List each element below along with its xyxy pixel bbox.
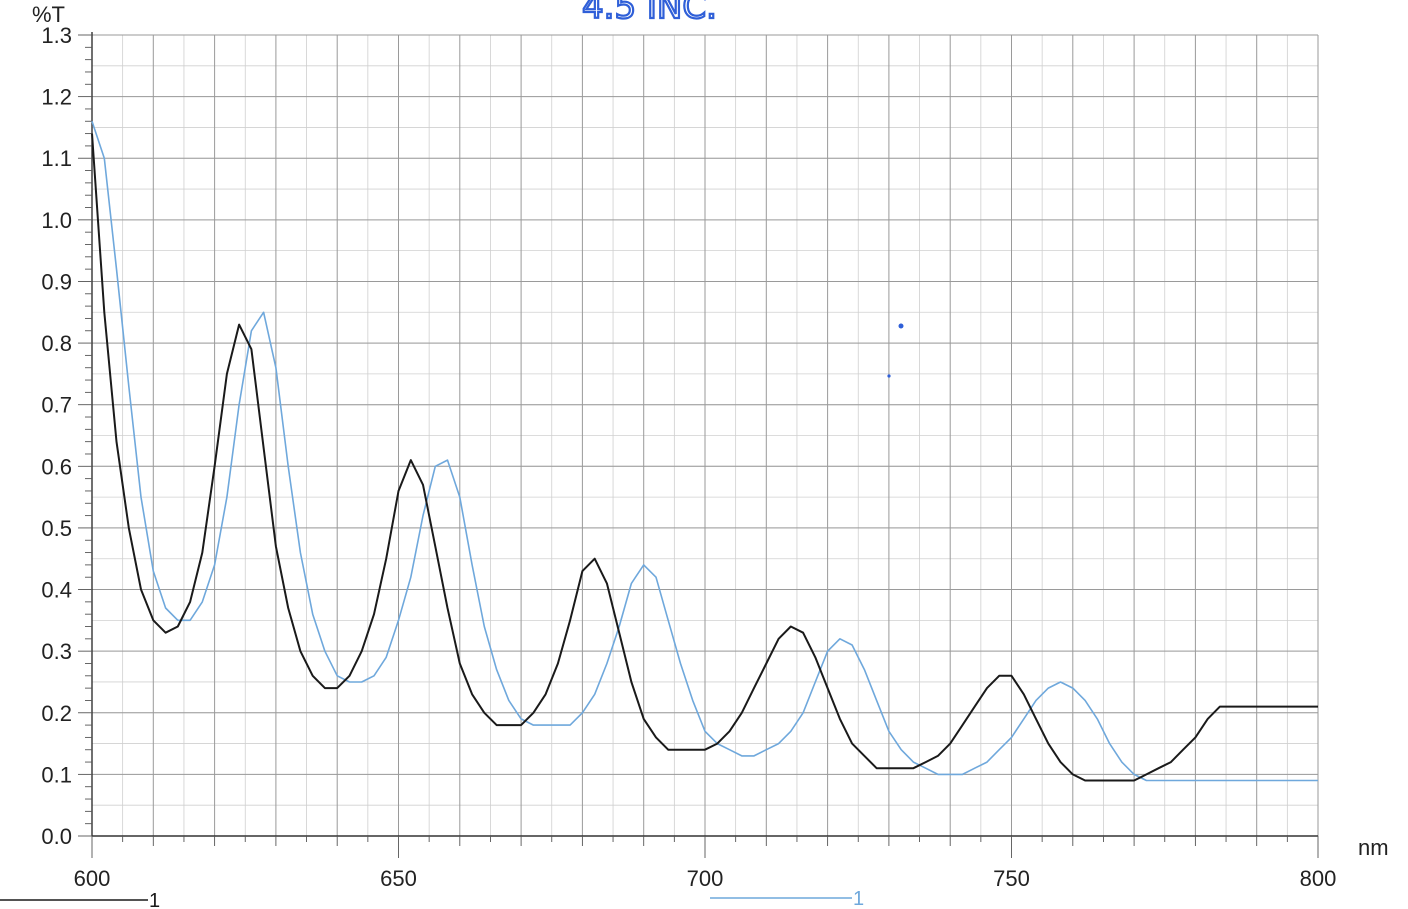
x-axis-unit: nm bbox=[1358, 835, 1389, 860]
x-tick-label: 600 bbox=[74, 866, 111, 891]
legend-label-series-2: 1 bbox=[853, 888, 864, 909]
ink-speck bbox=[898, 323, 904, 329]
tick-labels: 0.0 0.1 0.2 0.3 0.4 0.5 0.6 0.7 0.8 0.9 1.0 1.1 1.2 1… bbox=[41, 23, 1336, 891]
y-tick-label: 0.9 bbox=[41, 269, 72, 294]
x-tick-label: 800 bbox=[1300, 866, 1337, 891]
x-tick-label: 650 bbox=[380, 866, 417, 891]
y-tick-label: 1.2 bbox=[41, 85, 72, 110]
y-tick-label: 0.7 bbox=[41, 393, 72, 418]
handwritten-note: 4.5 INC. bbox=[582, 0, 717, 27]
x-tick-label: 750 bbox=[993, 866, 1030, 891]
y-tick-label: 1.3 bbox=[41, 23, 72, 48]
y-tick-label: 0.8 bbox=[41, 331, 72, 356]
y-tick-label: 0.6 bbox=[41, 454, 72, 479]
ink-speck bbox=[887, 374, 891, 378]
y-tick-label: 0.0 bbox=[41, 824, 72, 849]
grid-major-lines bbox=[91, 34, 1319, 837]
series-line-2 bbox=[91, 121, 1318, 782]
y-tick-label: 0.4 bbox=[41, 578, 72, 603]
y-tick-label: 1.1 bbox=[41, 146, 72, 171]
legend: 1 1 bbox=[0, 888, 864, 909]
y-tick-label: 0.1 bbox=[41, 762, 72, 787]
series-layer bbox=[91, 121, 1318, 782]
y-tick-label: 1.0 bbox=[41, 208, 72, 233]
y-tick-label: 0.3 bbox=[41, 639, 72, 664]
x-tick-label: 700 bbox=[687, 866, 724, 891]
legend-label-series-1: 1 bbox=[149, 890, 160, 909]
y-axis-unit: %T bbox=[32, 2, 65, 27]
series-line-1 bbox=[91, 133, 1318, 782]
y-tick-label: 0.5 bbox=[41, 516, 72, 541]
y-tick-label: 0.2 bbox=[41, 701, 72, 726]
axes bbox=[78, 32, 1319, 858]
